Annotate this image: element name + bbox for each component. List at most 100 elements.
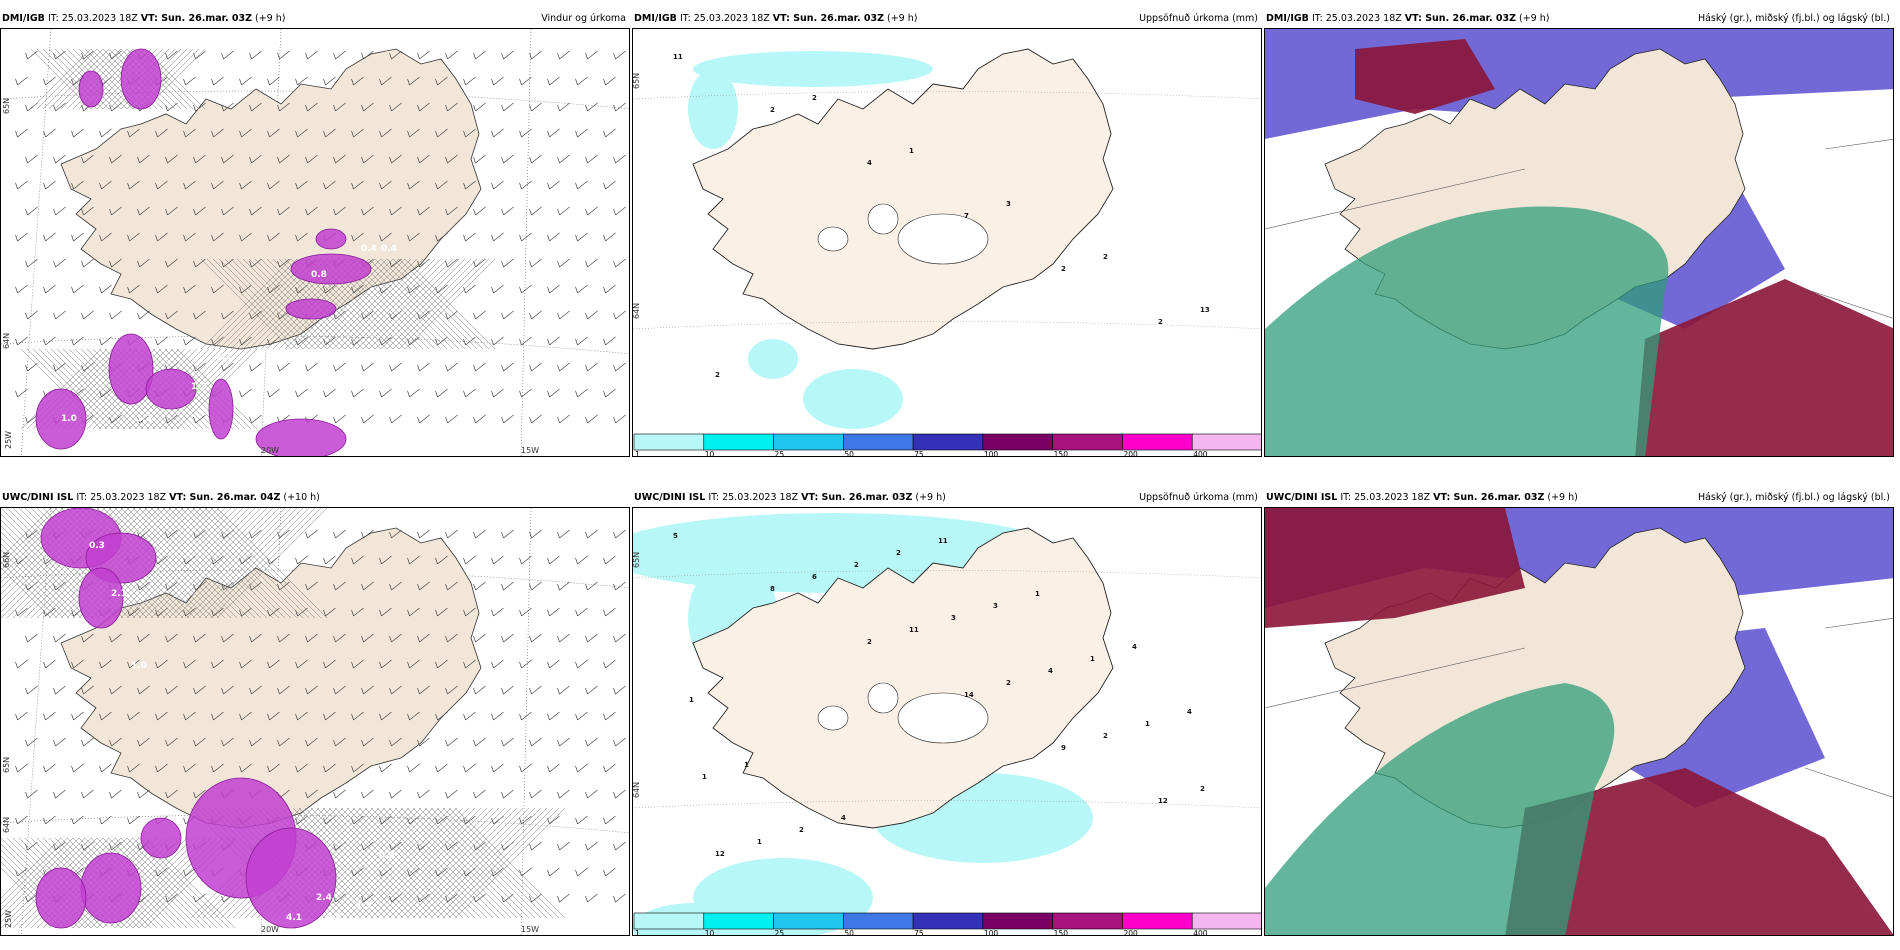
wind-barb xyxy=(361,633,374,643)
wind-barb xyxy=(557,685,570,695)
wind-barb xyxy=(379,180,392,190)
wind-barb xyxy=(435,607,448,617)
colorbar-swatch xyxy=(843,433,914,451)
hatch-line xyxy=(304,807,416,919)
wind-barb xyxy=(81,50,94,60)
wind-barb xyxy=(389,789,402,799)
wind-barb xyxy=(53,737,66,747)
wind-barb xyxy=(43,232,56,242)
wind-barb xyxy=(379,763,392,773)
wind-barb xyxy=(361,102,374,112)
wind-barb xyxy=(109,789,122,799)
wind-barb xyxy=(407,76,420,86)
hatch-line xyxy=(352,807,464,919)
wind-barb xyxy=(239,232,252,242)
precip-blob xyxy=(140,817,182,859)
wind-barb xyxy=(249,50,262,60)
colorbar-swatch xyxy=(633,912,705,930)
wind-barb xyxy=(15,284,28,294)
wind-barb xyxy=(529,737,542,747)
wind-barb xyxy=(53,206,66,216)
wind-barb xyxy=(501,102,514,112)
hatch-line xyxy=(108,837,200,929)
wind-barb xyxy=(603,555,616,565)
latitude-line xyxy=(633,91,1261,100)
wind-barb xyxy=(165,737,178,747)
wind-barb xyxy=(193,154,206,164)
wind-barb xyxy=(361,529,374,539)
wind-barb xyxy=(43,659,56,669)
hatch-line xyxy=(454,807,566,919)
init-time: IT: 25.03.2023 18Z xyxy=(708,492,799,503)
wind-barb xyxy=(473,206,486,216)
wind-barb xyxy=(417,581,430,591)
map-panel-uwc-cloud: UWC/DINI ISL IT: 25.03.2023 18Z VT: Sun.… xyxy=(1264,489,1894,936)
wind-barb xyxy=(221,737,234,747)
wind-barb xyxy=(463,388,476,398)
wind-barb xyxy=(445,206,458,216)
wind-barb xyxy=(109,310,122,320)
wind-barb xyxy=(333,154,346,164)
wind-barb xyxy=(603,815,616,825)
panel-header: UWC/DINI ISL IT: 25.03.2023 18Z VT: Sun.… xyxy=(632,489,1262,507)
precip-blob xyxy=(208,378,234,440)
wind-barb xyxy=(277,581,290,591)
wind-barb xyxy=(379,388,392,398)
forecast-offset: (+9 h) xyxy=(1519,13,1550,24)
colorbar-tick-label: 150 xyxy=(1054,450,1069,457)
wind-barb xyxy=(501,737,514,747)
wind-barb xyxy=(389,206,402,216)
wind-barb xyxy=(15,232,28,242)
wind-barb xyxy=(519,711,532,721)
hatch-line xyxy=(132,508,244,619)
colorbar-swatch xyxy=(982,912,1053,930)
wind-barb xyxy=(295,76,308,86)
wind-barb xyxy=(435,180,448,190)
accum-value-label: 2 xyxy=(812,94,817,102)
wind-barb xyxy=(239,659,252,669)
colorbar-tick-label: 75 xyxy=(914,929,924,936)
hatch-line xyxy=(126,837,218,929)
colorbar-swatch xyxy=(633,433,705,451)
wind-barb xyxy=(575,180,588,190)
wind-barb xyxy=(575,284,588,294)
hatch-line xyxy=(364,807,476,919)
glacier xyxy=(867,682,899,714)
wind-barb xyxy=(305,737,318,747)
wind-barb xyxy=(417,633,430,643)
hatch-line xyxy=(1,537,82,619)
cloud-area xyxy=(1265,683,1615,935)
wind-barb xyxy=(603,232,616,242)
wind-barb xyxy=(417,685,430,695)
wind-barb xyxy=(519,128,532,138)
wind-barb xyxy=(435,555,448,565)
colorbar-swatch xyxy=(1052,912,1123,930)
wind-barb xyxy=(137,737,150,747)
wind-barb xyxy=(491,555,504,565)
wind-barb xyxy=(491,76,504,86)
wind-barb xyxy=(585,893,598,903)
precip-blob xyxy=(255,418,347,456)
map-svg: 582149121261122212341122314141114165N64N… xyxy=(633,508,1261,936)
wind-barb xyxy=(529,581,542,591)
wind-barb xyxy=(165,633,178,643)
hatch-line xyxy=(412,807,524,919)
wind-barb xyxy=(295,711,308,721)
hatch-line xyxy=(68,348,150,430)
wind-barb xyxy=(519,607,532,617)
wind-barb xyxy=(557,102,570,112)
wind-barb xyxy=(463,128,476,138)
wind-barb xyxy=(249,102,262,112)
wind-barb xyxy=(193,893,206,903)
wind-barb xyxy=(463,180,476,190)
wind-barb xyxy=(491,607,504,617)
precip-areas xyxy=(35,48,372,456)
wind-barb xyxy=(249,362,262,372)
wind-barb xyxy=(15,815,28,825)
hatch-line xyxy=(418,807,530,919)
wind-barb xyxy=(407,555,420,565)
wind-barb xyxy=(547,388,560,398)
wind-barb xyxy=(277,154,290,164)
wind-barb xyxy=(603,284,616,294)
colorbar-tick-label: 100 xyxy=(984,929,999,936)
